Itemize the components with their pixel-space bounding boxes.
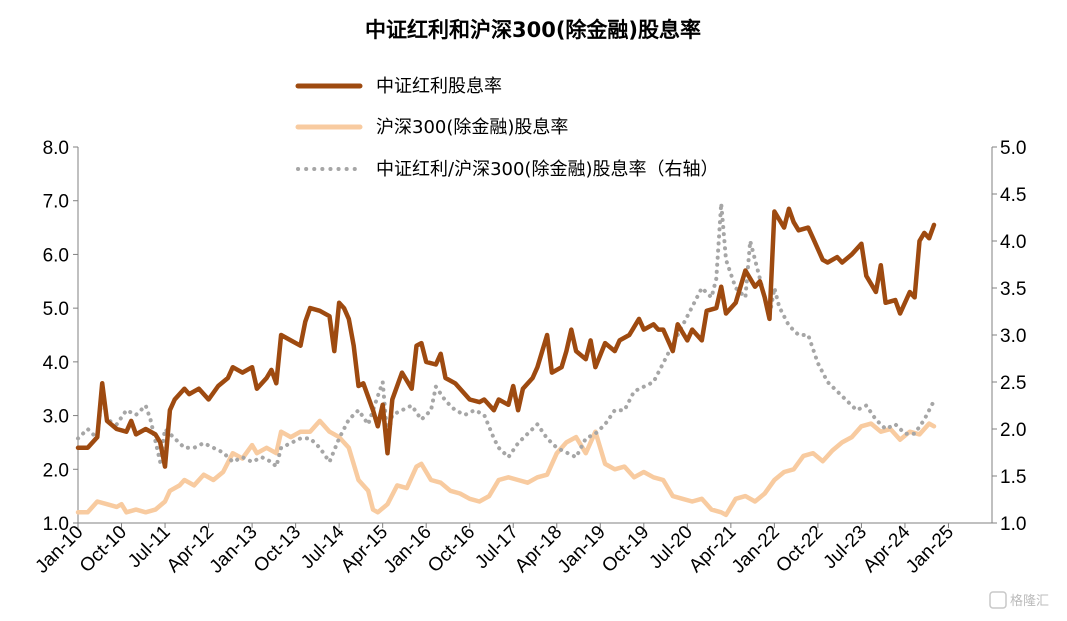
series-layer [75,201,937,518]
chart-title: 中证红利和沪深300(除金融)股息率 [365,18,701,42]
series-line-1 [75,206,937,469]
x-tick-label: Apr-15 [337,522,392,577]
x-tick-label: Jan-19 [554,522,610,578]
y-right-tick-label: 4.5 [1000,185,1026,206]
y-right-tick-label: 3.0 [1000,326,1026,347]
x-tick-label: Oct-10 [76,522,131,577]
legend: 中证红利股息率沪深300(除金融)股息率中证红利/沪深300(除金融)股息率（右… [295,76,718,180]
x-tick-label: Jan-13 [206,522,262,578]
x-tick-label: Jan-16 [380,522,436,578]
legend-label-1: 中证红利股息率 [376,76,502,97]
y-left-tick-label: 3.0 [43,407,69,428]
y-right-tick-label: 3.5 [1000,279,1026,300]
y-left-tick-label: 7.0 [43,192,69,213]
y-left-tick-label: 2.0 [43,460,69,481]
x-tick-label: Jan-25 [902,522,958,578]
x-tick-label: Oct-13 [250,522,305,577]
watermark-logo-icon [989,591,1007,609]
axes: 1.0 2.0 3.0 4.0 5.0 6.0 7.0 8.0 1.0 1.5 2.0 2.5 3.0 3… [32,138,1027,578]
x-tick-label: Oct-19 [598,522,653,577]
x-tick-label: Jan-22 [728,522,784,578]
y-right-tick-label: 2.5 [1000,373,1026,394]
y-right-tick-label: 1.0 [1000,514,1026,535]
y-right-tick-label: 1.5 [1000,467,1026,488]
y-right-tick-label: 5.0 [1000,138,1026,159]
x-tick-label: Oct-16 [424,522,479,577]
x-tick-label: Oct-22 [772,522,827,577]
x-tick-label: Apr-18 [511,522,566,577]
legend-label-3: 中证红利/沪深300(除金融)股息率（右轴） [376,159,718,180]
series-line-3 [76,201,936,469]
x-tick-label: Apr-21 [685,522,740,577]
y-left-tick-label: 5.0 [43,299,69,320]
y-left-tick-label: 6.0 [43,245,69,266]
x-tick-label: Apr-12 [163,522,218,577]
legend-label-2: 沪深300(除金融)股息率 [376,117,568,138]
y-left-tick-label: 1.0 [43,514,69,535]
watermark: 格隆汇 [989,591,1049,609]
watermark-text: 格隆汇 [1010,593,1049,609]
y-right-tick-label: 4.0 [1000,232,1026,253]
y-left-tick-label: 4.0 [43,353,69,374]
y-right-tick-label: 2.0 [1000,420,1026,441]
series-line-2 [75,418,937,518]
y-left-tick-label: 8.0 [43,138,69,159]
